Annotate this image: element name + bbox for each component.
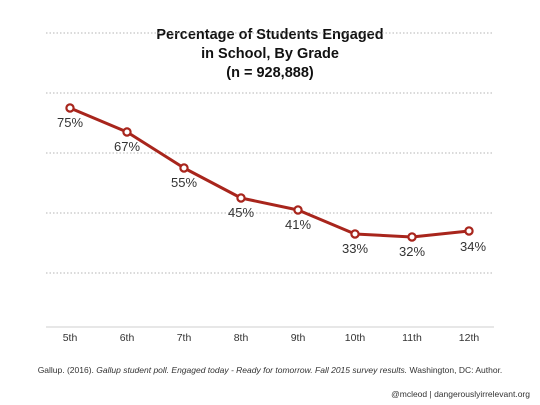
x-tick-label: 11th (402, 332, 422, 344)
data-point (65, 103, 75, 113)
x-tick-label: 6th (120, 332, 135, 344)
citation-suffix: Washington, DC: Author. (407, 365, 503, 375)
data-label: 67% (114, 139, 140, 154)
x-tick-label: 12th (459, 332, 480, 344)
x-tick-label: 7th (177, 332, 192, 344)
data-point (350, 229, 360, 239)
chart-title-line-3: (n = 928,888) (226, 65, 314, 81)
citation-title: Gallup student poll. Engaged today - Rea… (96, 365, 408, 375)
data-point (122, 127, 132, 137)
data-label: 41% (285, 217, 311, 232)
credit-line: @mcleod | dangerouslyirrelevant.org (391, 389, 530, 399)
chart-title-line-2: in School, By Grade (201, 46, 339, 62)
data-point (236, 193, 246, 203)
source-citation: Gallup. (2016). Gallup student poll. Eng… (0, 365, 540, 375)
data-label: 34% (460, 239, 486, 254)
data-label: 33% (342, 241, 368, 256)
chart-title-line-1: Percentage of Students Engaged (156, 27, 384, 43)
x-tick-label: 5th (63, 332, 78, 344)
data-label: 75% (57, 115, 83, 130)
gridlines (46, 32, 494, 274)
data-point (293, 205, 303, 215)
data-point (407, 232, 417, 242)
data-labels: 75% 67% 55% 45% 41% 33% 32% 34% (57, 115, 486, 259)
x-tick-label: 9th (291, 332, 306, 344)
x-tick-label: 8th (234, 332, 249, 344)
data-markers (65, 103, 474, 242)
citation-prefix: Gallup. (2016). (37, 365, 97, 375)
data-label: 45% (228, 205, 254, 220)
x-tick-label: 10th (345, 332, 366, 344)
data-point (464, 226, 474, 236)
data-point (179, 163, 189, 173)
data-label: 32% (399, 244, 425, 259)
chart-title: Percentage of Students Engaged in School… (0, 26, 540, 83)
x-tick-labels: 5th 6th 7th 8th 9th 10th 11th 12th (63, 332, 480, 344)
data-label: 55% (171, 175, 197, 190)
series-line (69, 106, 470, 239)
